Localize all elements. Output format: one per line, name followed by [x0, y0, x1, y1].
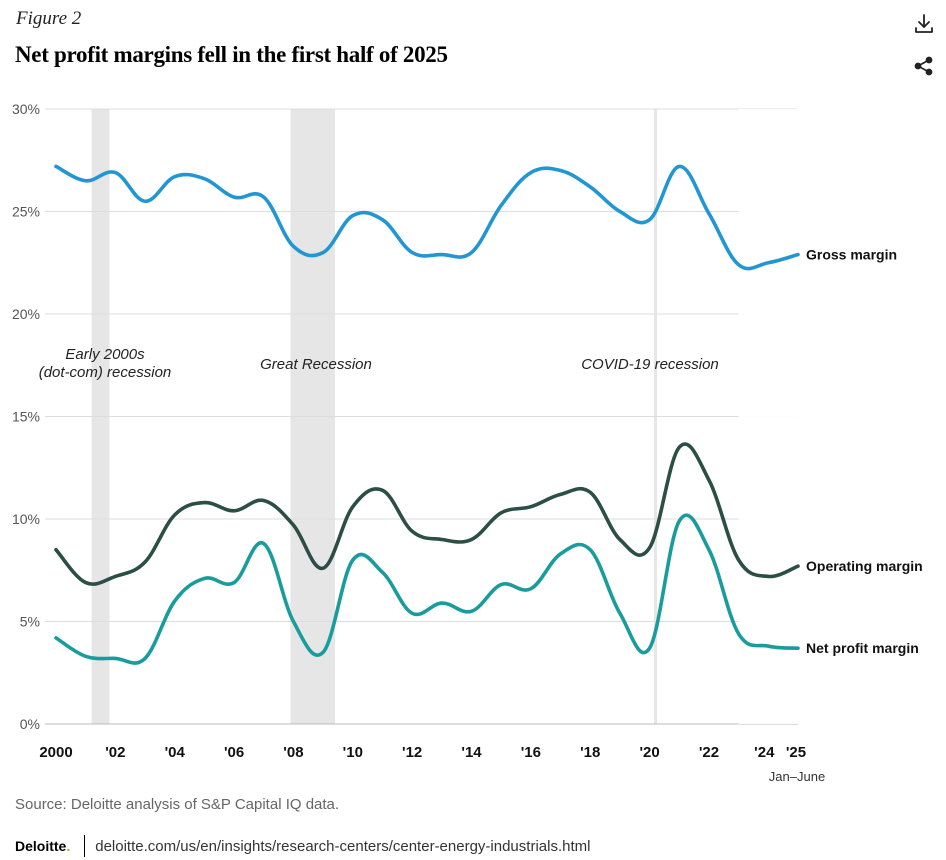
x-tick-label: '18	[580, 744, 600, 761]
series-label-net: Net profit margin	[806, 640, 919, 656]
series-label-operating: Operating margin	[806, 558, 923, 574]
chart-title: Net profit margins fell in the first hal…	[15, 42, 448, 67]
footer-url-link[interactable]: deloitte.com/us/en/insights/research-cen…	[95, 837, 591, 855]
y-tick-label: 20%	[12, 306, 40, 322]
recession-label: COVID-19 recession	[581, 356, 719, 373]
y-tick-label: 5%	[20, 614, 40, 630]
line-chart: 0% 5% 10% 15% 20% 25% 30% Early 2000s (dot-com) …	[12, 101, 923, 784]
x-tick-label: 2000	[39, 744, 72, 761]
y-tick-label: 15%	[12, 409, 40, 425]
y-tick-label: 30%	[12, 101, 40, 117]
share-icon[interactable]	[912, 54, 936, 78]
x-tick-label: '24	[754, 744, 775, 761]
series-line-gross	[54, 164, 800, 271]
series-line-net	[54, 513, 800, 665]
series-line-operating	[54, 442, 800, 586]
x-tick-sublabel: Jan–June	[769, 769, 825, 784]
y-tick-label: 0%	[20, 716, 40, 732]
x-tick-label: '20	[639, 744, 659, 761]
x-tick-label: '10	[343, 744, 363, 761]
x-tick-label: '14	[461, 744, 482, 761]
figure-label: Figure 2	[16, 8, 82, 29]
y-tick-label: 25%	[12, 204, 40, 220]
highlight-period-band	[738, 109, 798, 724]
x-tick-label: '02	[105, 744, 125, 761]
x-tick-label: '25	[786, 744, 806, 761]
y-tick-label: 10%	[12, 511, 40, 527]
recession-label: Early 2000s (dot-com) recession	[39, 346, 172, 381]
x-tick-label: '12	[402, 744, 422, 761]
footer-divider	[84, 835, 86, 857]
download-icon[interactable]	[912, 12, 936, 36]
recession-label: Great Recession	[260, 356, 372, 373]
footer: Deloitte. deloitte.com/us/en/insights/re…	[15, 835, 590, 857]
x-tick-label: '22	[699, 744, 719, 761]
source-note: Source: Deloitte analysis of S&P Capital…	[15, 796, 340, 813]
x-tick-label: '06	[224, 744, 244, 761]
series-label-gross: Gross margin	[806, 247, 897, 263]
x-tick-label: '08	[283, 744, 303, 761]
deloitte-logo: Deloitte.	[15, 838, 71, 854]
x-tick-label: '16	[521, 744, 541, 761]
x-tick-label: '04	[165, 744, 186, 761]
